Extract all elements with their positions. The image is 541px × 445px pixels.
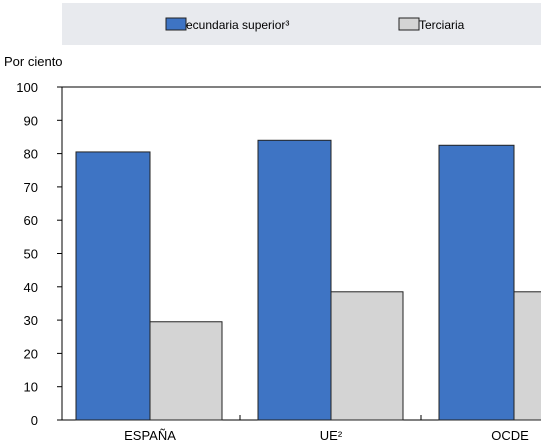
legend-label: Terciaria [419,18,465,32]
x-tick-label: OCDE [491,428,529,443]
legend-label: ecundaria superior³ [186,18,289,32]
y-tick-label: 70 [24,180,38,195]
y-axis: 0 10 20 30 40 50 60 70 80 90 100 [16,80,62,428]
y-axis-title: Por ciento [4,54,63,69]
bar-terciaria [330,291,404,421]
bar-secundaria [438,144,515,421]
x-tick-label: ESPAÑA [124,428,176,443]
y-tick-label: 30 [24,313,38,328]
legend: ecundaria superior³ Terciaria [165,17,465,32]
y-tick-label: 40 [24,280,38,295]
legend-swatch [165,17,187,31]
y-tick-label: 100 [16,80,38,95]
x-axis: ESPAÑA UE² OCDE [124,415,529,443]
y-tick-label: 20 [24,346,38,361]
y-tick-label: 50 [24,247,38,262]
legend-swatch [398,17,420,31]
y-tick-label: 0 [31,413,38,428]
legend-background [62,3,541,45]
y-tick-label: 60 [24,213,38,228]
bars [75,139,541,421]
bar-secundaria [257,139,332,421]
y-tick-label: 10 [24,380,38,395]
bar-terciaria [149,321,223,421]
x-tick-label: UE² [320,428,343,443]
bar-terciaria [513,291,541,421]
y-tick-label: 90 [24,113,38,128]
y-tick-label: 80 [24,147,38,162]
bar-secundaria [75,151,151,421]
